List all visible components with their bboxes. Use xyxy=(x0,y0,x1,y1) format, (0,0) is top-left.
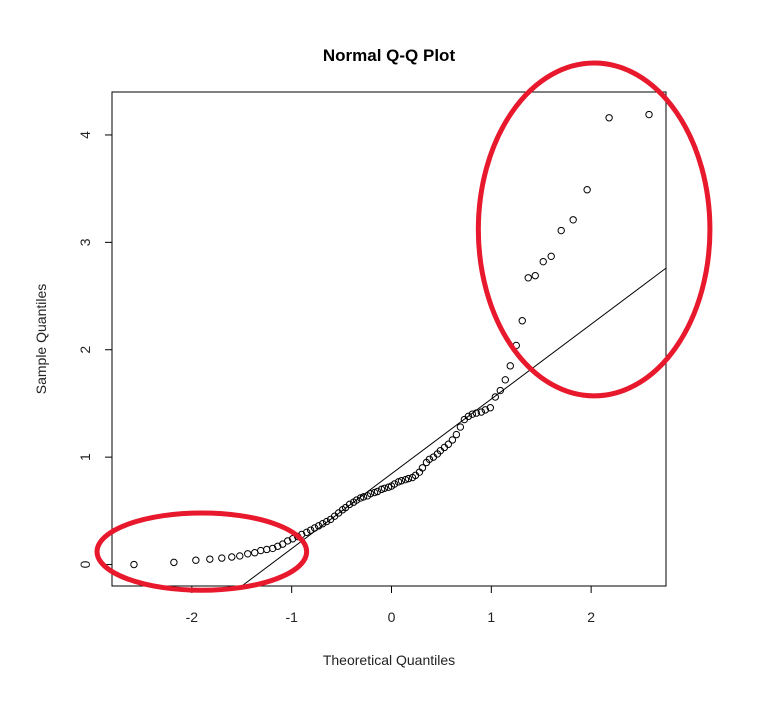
data-point xyxy=(373,487,382,496)
data-point xyxy=(192,556,200,564)
x-tick-label: -2 xyxy=(186,609,199,625)
upper-tail-highlight xyxy=(475,60,713,399)
x-tick-label: 1 xyxy=(487,609,495,625)
x-axis-label: Theoretical Quantiles xyxy=(323,652,455,668)
data-point xyxy=(456,423,465,431)
x-tick-label: 0 xyxy=(388,609,396,625)
y-tick-label: 0 xyxy=(77,560,93,568)
chart-title: Normal Q-Q Plot xyxy=(323,46,456,65)
data-point xyxy=(322,517,331,526)
data-point xyxy=(605,114,613,122)
data-point xyxy=(130,560,138,569)
data-point xyxy=(366,489,375,498)
data-point xyxy=(228,553,236,561)
x-axis: -2 -1 0 1 2 xyxy=(186,585,595,625)
data-point xyxy=(274,542,282,550)
data-point xyxy=(539,257,547,266)
data-point xyxy=(310,524,319,532)
highlight-annotations xyxy=(94,60,713,593)
data-point xyxy=(531,271,539,280)
data-point xyxy=(345,500,354,509)
data-point xyxy=(557,226,565,235)
y-axis-label: Sample Quantiles xyxy=(33,284,49,395)
data-point xyxy=(444,440,453,448)
x-tick-label: 2 xyxy=(587,609,595,625)
reference-line-group xyxy=(241,267,667,587)
data-point xyxy=(359,493,368,501)
data-point xyxy=(390,480,399,488)
data-point xyxy=(477,408,486,416)
data-point xyxy=(269,544,277,553)
data-point xyxy=(645,110,653,119)
data-point xyxy=(486,404,495,412)
data-point xyxy=(496,386,504,395)
data-point xyxy=(501,376,509,384)
data-point xyxy=(206,555,214,563)
data-point xyxy=(263,545,271,554)
data-point xyxy=(318,520,327,528)
data-point xyxy=(448,436,457,444)
data-point xyxy=(464,412,473,421)
data-point xyxy=(251,549,259,557)
y-tick-label: 1 xyxy=(77,453,93,461)
data-point xyxy=(481,406,490,414)
y-tick-label: 4 xyxy=(77,131,93,139)
lower-tail-highlight xyxy=(94,510,310,593)
data-point xyxy=(218,554,226,562)
reference-line xyxy=(241,267,667,587)
data-points xyxy=(130,110,653,569)
data-point xyxy=(547,252,555,261)
data-point xyxy=(418,464,427,472)
data-point xyxy=(170,558,178,567)
data-point xyxy=(397,477,406,485)
data-point xyxy=(236,552,244,560)
data-point xyxy=(302,528,311,537)
data-point xyxy=(404,474,413,483)
data-point xyxy=(380,484,389,492)
data-point xyxy=(468,410,477,418)
x-tick-label: -1 xyxy=(285,609,298,625)
y-axis: 0 1 2 3 4 xyxy=(77,131,112,568)
y-tick-label: 3 xyxy=(77,238,93,246)
data-point xyxy=(583,186,591,194)
data-point xyxy=(506,362,514,370)
data-point xyxy=(452,430,461,439)
y-tick-label: 2 xyxy=(77,346,93,354)
data-point xyxy=(306,526,315,534)
data-point xyxy=(425,455,434,463)
data-point xyxy=(518,317,526,325)
data-point xyxy=(283,537,292,545)
data-point xyxy=(569,216,577,224)
data-point xyxy=(491,393,500,401)
data-point xyxy=(472,409,481,417)
data-point xyxy=(288,535,297,543)
data-point xyxy=(352,496,361,504)
data-point xyxy=(524,274,532,282)
data-point xyxy=(257,546,265,555)
data-point xyxy=(244,550,252,558)
data-point xyxy=(314,522,323,530)
